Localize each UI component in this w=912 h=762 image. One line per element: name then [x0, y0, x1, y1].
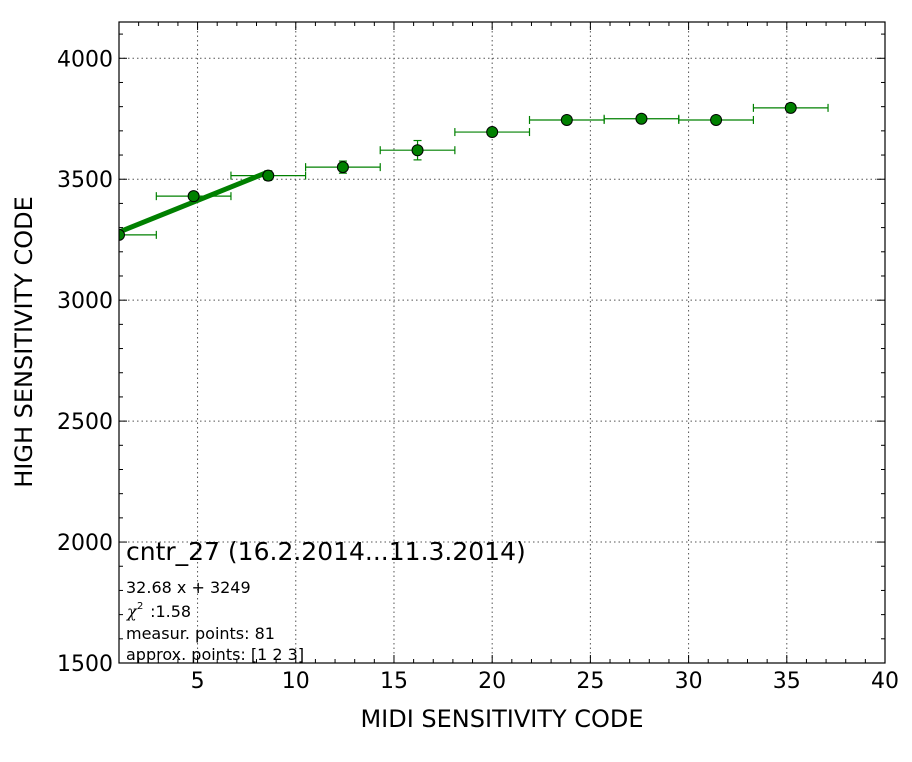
x-tick-label: 25	[576, 669, 604, 694]
data-point	[411, 144, 424, 157]
x-tick-label: 30	[675, 669, 703, 694]
data-point	[187, 190, 200, 203]
y-axis-label: HIGH SENSITIVITY CODE	[10, 196, 38, 488]
data-point	[635, 112, 648, 125]
data-point	[710, 113, 723, 126]
annotation-chi-symbol: χ	[126, 602, 138, 621]
data-points	[119, 101, 797, 241]
data-point	[486, 126, 499, 139]
grid	[119, 22, 885, 663]
x-tick-label: 35	[773, 669, 801, 694]
data-point	[119, 228, 125, 241]
y-tick-label: 2000	[57, 531, 113, 556]
x-axis-label: MIDI SENSITIVITY CODE	[360, 705, 643, 733]
x-tick-label: 5	[191, 669, 205, 694]
x-tick-label: 15	[380, 669, 408, 694]
x-tick-label: 20	[478, 669, 506, 694]
x-tick-label: 40	[871, 669, 899, 694]
x-tick-label: 10	[282, 669, 310, 694]
annotation-title: cntr_27 (16.2.2014...11.3.2014)	[126, 537, 526, 566]
data-point	[336, 161, 349, 174]
plot-frame	[118, 21, 886, 664]
y-tick-label: 2500	[57, 410, 113, 435]
annotation-chi-value: :1.58	[145, 602, 191, 621]
y-tick-label: 3000	[57, 289, 113, 314]
y-tick-label: 1500	[57, 652, 113, 677]
annotation: cntr_27 (16.2.2014...11.3.2014) 32.68 x …	[126, 537, 526, 664]
annotation-equation: 32.68 x + 3249	[126, 578, 251, 597]
minor-ticks	[118, 22, 885, 663]
data-point	[560, 113, 573, 126]
annotation-measur-points: measur. points: 81	[126, 624, 275, 643]
annotation-chi-sup: 2	[137, 601, 143, 612]
tick-labels: 5 10 15 20 25 30 35 40 1500 2000 2500 3000 3500 4000	[57, 47, 899, 694]
y-tick-label: 3500	[57, 168, 113, 193]
data-point	[262, 169, 275, 182]
annotation-approx-points: approx. points: [1 2 3]	[126, 645, 304, 664]
data-point	[784, 101, 797, 114]
major-ticks	[119, 22, 886, 664]
y-tick-label: 4000	[57, 47, 113, 72]
